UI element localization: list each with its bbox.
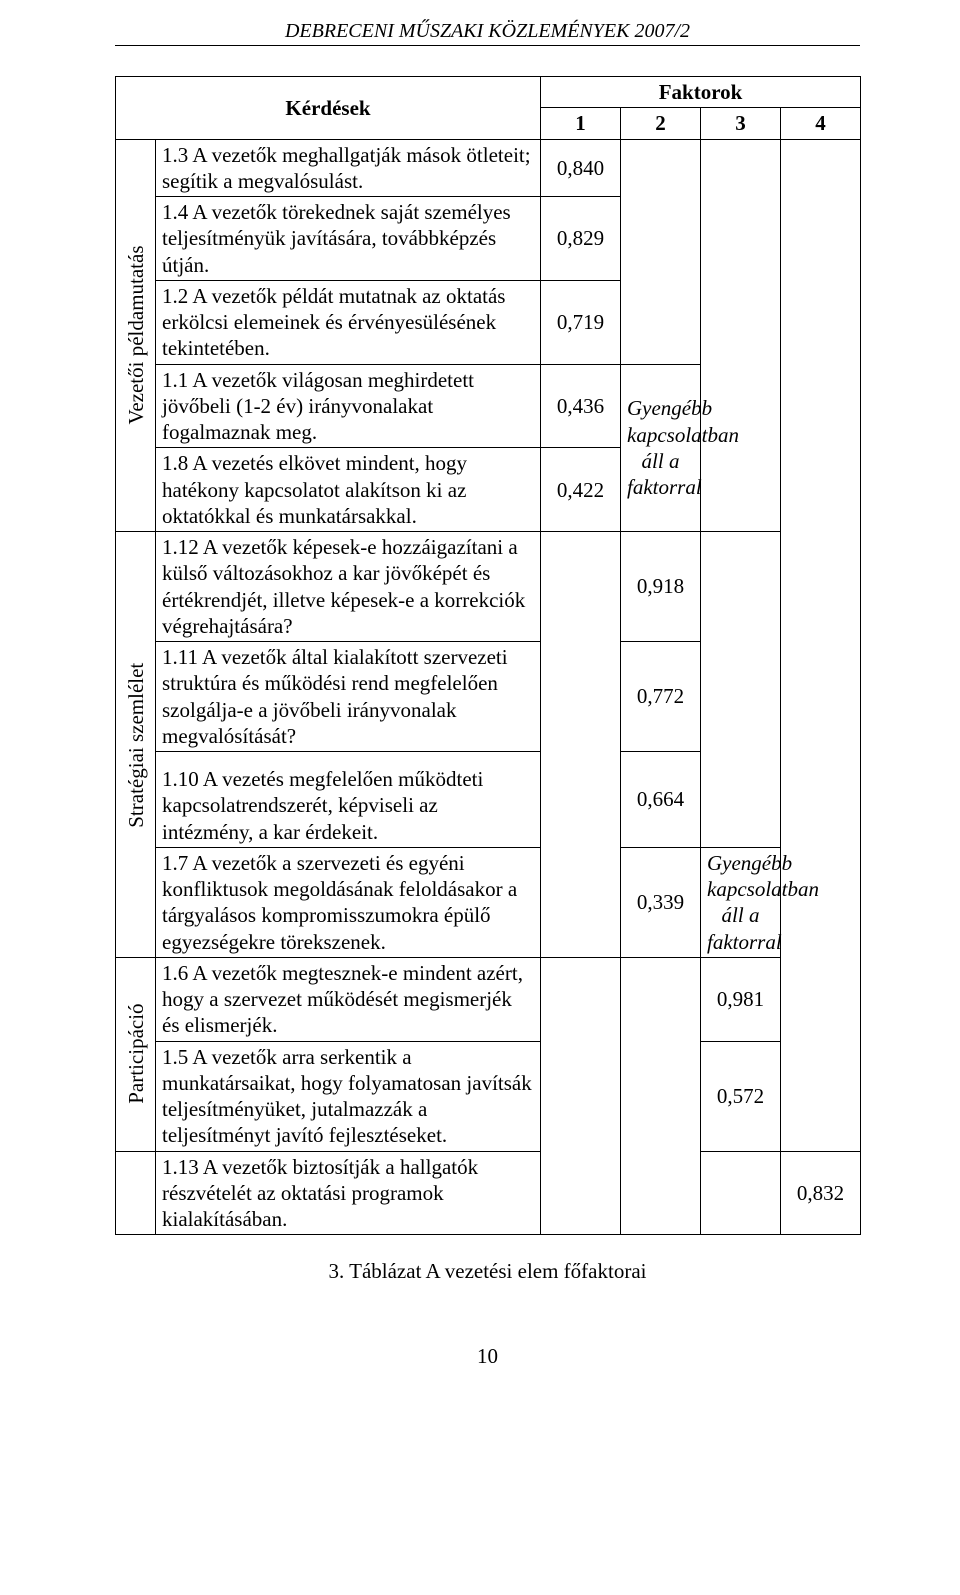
group-label-1: Vezetői példamutatás xyxy=(116,139,156,532)
question-cell: 1.7 A vezetők a szervezeti és egyéni kon… xyxy=(156,847,541,957)
value-cell: 0,832 xyxy=(781,1151,861,1235)
value-cell: 0,829 xyxy=(541,197,621,281)
question-cell: 1.12 A vezetők képesek-e hozzáigazítani … xyxy=(156,532,541,642)
page-number: 10 xyxy=(115,1344,860,1369)
col-2: 2 xyxy=(621,108,701,139)
value-cell: 0,422 xyxy=(541,448,621,532)
question-cell: 1.6 A vezetők megtesznek-e mindent azért… xyxy=(156,957,541,1041)
empty-cell xyxy=(621,139,701,364)
col-kerdesek: Kérdések xyxy=(116,77,541,140)
empty-cell xyxy=(781,139,861,1151)
col-3: 3 xyxy=(701,108,781,139)
empty-cell xyxy=(701,1151,781,1235)
question-cell: 1.2 A vezetők példát mutatnak az oktatás… xyxy=(156,280,541,364)
note-cell: Gyengébb kapcsolatban áll a faktorral xyxy=(701,847,781,957)
page-header: DEBRECENI MŰSZAKI KÖZLEMÉNYEK 2007/2 xyxy=(115,20,860,46)
question-cell: 1.8 A vezetés elkövet mindent, hogy haté… xyxy=(156,448,541,532)
question-cell: 1.5 A vezetők arra serkentik a munkatárs… xyxy=(156,1041,541,1151)
value-cell: 0,719 xyxy=(541,280,621,364)
value-cell: 0,664 xyxy=(621,752,701,848)
page: DEBRECENI MŰSZAKI KÖZLEMÉNYEK 2007/2 Kér… xyxy=(0,0,960,1595)
factor-table: Kérdések Faktorok 1 2 3 4 Vezetői példam… xyxy=(115,76,861,1235)
empty-cell xyxy=(541,532,621,958)
question-cell: 1.13 A vezetők biztosítják a hallgatók r… xyxy=(156,1151,541,1235)
question-cell: 1.3 A vezetők meghallgatják mások ötlete… xyxy=(156,139,541,197)
table-header-row: Kérdések Faktorok xyxy=(116,77,861,108)
note-cell: Gyengébb kapcsolatban áll a faktorral xyxy=(621,364,701,532)
table-row: 1.13 A vezetők biztosítják a hallgatók r… xyxy=(116,1151,861,1235)
value-cell: 0,339 xyxy=(621,847,701,957)
group-label-3: Participáció xyxy=(116,957,156,1151)
value-cell: 0,918 xyxy=(621,532,701,642)
value-cell: 0,981 xyxy=(701,957,781,1041)
table-row: 1.5 A vezetők arra serkentik a munkatárs… xyxy=(116,1041,861,1151)
question-cell: 1.1 A vezetők világosan meghirdetett jöv… xyxy=(156,364,541,448)
table-row: Participáció 1.6 A vezetők megtesznek-e … xyxy=(116,957,861,1041)
table-row: Stratégiai szemlélet 1.12 A vezetők képe… xyxy=(116,532,861,642)
value-cell: 0,772 xyxy=(621,642,701,752)
value-cell: 0,572 xyxy=(701,1041,781,1151)
col-faktorok: Faktorok xyxy=(541,77,861,108)
group-label-2: Stratégiai szemlélet xyxy=(116,532,156,958)
value-cell: 0,840 xyxy=(541,139,621,197)
col-4: 4 xyxy=(781,108,861,139)
empty-cell xyxy=(621,957,701,1235)
question-cell: 1.10 A vezetés megfelelően működteti kap… xyxy=(156,752,541,848)
empty-cell xyxy=(701,139,781,532)
question-cell: 1.11 A vezetők által kialakított szervez… xyxy=(156,642,541,752)
table-row: 1.7 A vezetők a szervezeti és egyéni kon… xyxy=(116,847,861,957)
empty-cell xyxy=(116,1151,156,1235)
table-caption: 3. Táblázat A vezetési elem főfaktorai xyxy=(115,1259,860,1284)
empty-cell xyxy=(541,957,621,1235)
empty-cell xyxy=(701,532,781,848)
col-1: 1 xyxy=(541,108,621,139)
question-cell: 1.4 A vezetők törekednek saját személyes… xyxy=(156,197,541,281)
table-row: Vezetői példamutatás 1.3 A vezetők megha… xyxy=(116,139,861,197)
value-cell: 0,436 xyxy=(541,364,621,448)
